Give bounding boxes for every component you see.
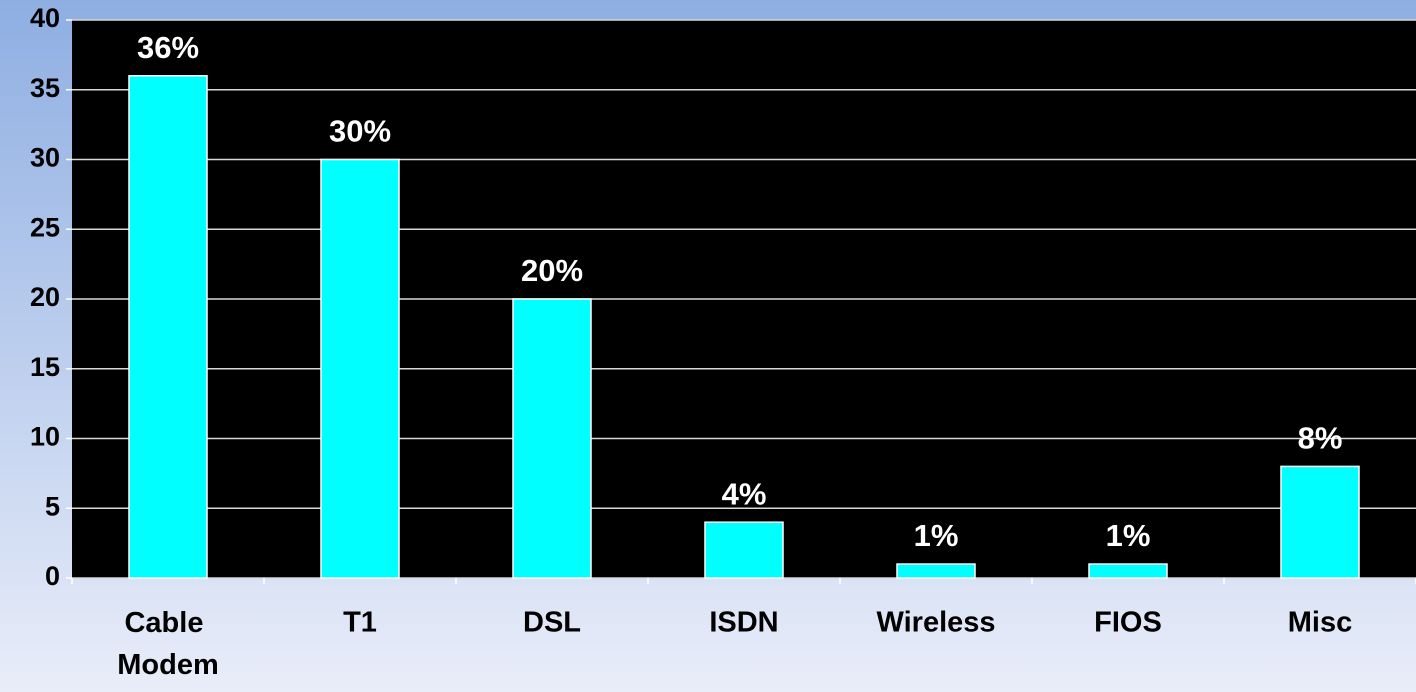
bar: [1280, 465, 1360, 579]
x-tick-label: DSL: [523, 607, 581, 639]
bar: [128, 75, 208, 579]
x-tick-label: Misc: [1288, 607, 1352, 639]
value-label: 1%: [1106, 518, 1151, 553]
value-label: 20%: [521, 253, 583, 288]
y-tick-label: 20: [30, 282, 60, 312]
y-tick-label: 5: [45, 491, 60, 521]
value-label: 4%: [722, 476, 767, 511]
bar: [1088, 563, 1168, 579]
value-label: 36%: [137, 30, 199, 65]
bar: [512, 298, 592, 579]
bar: [320, 158, 400, 579]
y-tick-label: 0: [45, 561, 60, 591]
bar: [704, 521, 784, 579]
x-tick-label: FIOS: [1094, 607, 1162, 639]
bar: [896, 563, 976, 579]
x-tick-label: T1: [343, 607, 377, 639]
y-tick-label: 30: [30, 143, 60, 173]
value-label: 8%: [1298, 421, 1343, 456]
y-tick-label: 40: [30, 3, 60, 33]
y-tick-label: 35: [30, 73, 60, 103]
y-tick-label: 10: [30, 422, 60, 452]
value-label: 1%: [914, 518, 959, 553]
x-tick-label: ISDN: [709, 607, 778, 639]
y-tick-label: 25: [30, 212, 60, 242]
x-tick-label: Wireless: [876, 607, 995, 639]
value-label: 30%: [329, 114, 391, 149]
x-tick-label: Cable Modem: [117, 607, 219, 681]
y-tick-label: 15: [30, 352, 60, 382]
